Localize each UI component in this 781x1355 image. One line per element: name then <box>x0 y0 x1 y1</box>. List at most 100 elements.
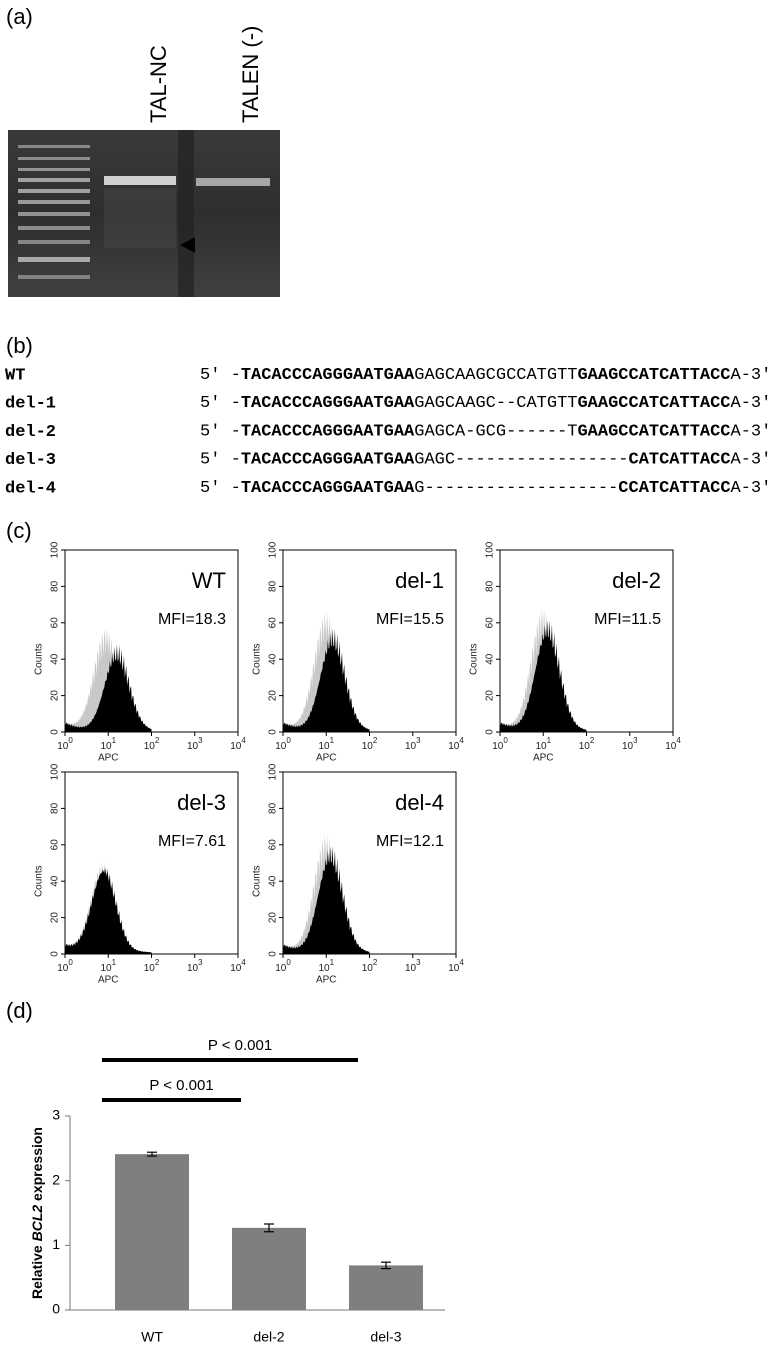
tick-base: 10 <box>187 741 199 752</box>
tick-base: 10 <box>187 963 199 974</box>
x-tick-label: 103 <box>405 958 421 974</box>
y-tick-label: 40 <box>50 875 61 887</box>
sample-histogram <box>65 867 152 954</box>
x-axis-label: APC <box>533 753 554 764</box>
sample-name: del-3 <box>177 790 226 815</box>
x-tick-label: del-2 <box>253 1329 284 1345</box>
x-tick-label: 102 <box>144 958 160 974</box>
tick-exp: 4 <box>459 958 464 967</box>
sequence: 5′ -TACACCCAGGGAATGAAGAGC---------------… <box>200 451 771 470</box>
tick-exp: 0 <box>68 958 73 967</box>
x-tick-label: 103 <box>405 736 421 752</box>
tick-exp: 0 <box>286 736 291 745</box>
x-tick-label: 102 <box>362 958 378 974</box>
tick-exp: 1 <box>547 736 552 745</box>
tick-base: 10 <box>405 963 417 974</box>
bar <box>232 1227 306 1310</box>
x-axis-label: APC <box>98 975 119 986</box>
bar <box>349 1265 423 1310</box>
sequence: 5′ -TACACCCAGGGAATGAAGAGCAAGCGCCATGTTGAA… <box>200 366 771 385</box>
y-tick-label: 40 <box>485 653 496 665</box>
tick-base: 10 <box>622 741 634 752</box>
tick-exp: 1 <box>112 958 117 967</box>
significance-label: P < 0.001 <box>208 1037 272 1054</box>
y-tick-label: 100 <box>50 541 61 558</box>
y-tick-label: 0 <box>268 951 279 957</box>
y-tick-label: 40 <box>268 653 279 665</box>
sequence-name: del-1 <box>5 395 56 414</box>
sequence-segment: A-3′ <box>731 423 772 442</box>
x-tick-label: 100 <box>57 736 73 752</box>
mfi-label: MFI=11.5 <box>594 611 661 628</box>
x-tick-label: 102 <box>579 736 595 752</box>
sequence-segment: TACACCCAGGGAATGAA <box>241 395 415 414</box>
x-tick-label: 101 <box>318 958 334 974</box>
sequence-segment: 5′ - <box>200 423 241 442</box>
sample-histogram <box>283 628 370 732</box>
x-tick-label: 102 <box>144 736 160 752</box>
y-axis-label: Counts <box>34 865 45 897</box>
mfi-label: MFI=7.61 <box>158 833 226 850</box>
y-tick-label: 0 <box>50 729 61 735</box>
sequence-segment: A-3′ <box>731 395 772 414</box>
tick-exp: 3 <box>416 736 421 745</box>
y-tick-label: 60 <box>268 617 279 629</box>
y-tick-label: 80 <box>50 802 61 814</box>
sequence-segment: 5′ - <box>200 366 241 385</box>
y-tick-label: 60 <box>50 839 61 851</box>
x-tick-label: 104 <box>230 958 246 974</box>
significance-label: P < 0.001 <box>149 1077 213 1094</box>
y-tick-label: 0 <box>485 729 496 735</box>
y-label-part: BCL2 <box>29 1205 45 1242</box>
y-tick-label: 80 <box>268 802 279 814</box>
tick-exp: 0 <box>68 736 73 745</box>
tick-exp: 2 <box>373 736 378 745</box>
sequence-segment: GAGC----------------- <box>414 451 628 470</box>
tick-base: 10 <box>318 963 330 974</box>
sequence-segment: GAAGCCATCATTACC <box>577 366 730 385</box>
x-tick-label: 101 <box>100 736 116 752</box>
y-label-part: Relative <box>29 1241 45 1299</box>
x-tick-label: 104 <box>665 736 681 752</box>
tick-exp: 0 <box>286 958 291 967</box>
sequence: 5′ -TACACCCAGGGAATGAAGAGCAAGC--CATGTTGAA… <box>200 395 771 414</box>
lane-label: TAL-NC <box>146 45 171 123</box>
y-axis-label: Counts <box>252 643 263 675</box>
x-tick-label: 100 <box>492 736 508 752</box>
x-tick-label: 100 <box>57 958 73 974</box>
tick-base: 10 <box>275 963 287 974</box>
sequence-segment: GAGCA-GCG------T <box>414 423 577 442</box>
tick-base: 10 <box>448 963 460 974</box>
panel-label: (c) <box>6 518 32 543</box>
panel-label: (a) <box>6 4 33 29</box>
tick-exp: 2 <box>373 958 378 967</box>
sequence-segment: TACACCCAGGGAATGAA <box>241 479 415 498</box>
y-tick-label: 20 <box>485 690 496 702</box>
sample-histogram <box>283 846 370 954</box>
sequence-name: del-4 <box>5 479 56 498</box>
tick-base: 10 <box>57 741 69 752</box>
mfi-label: MFI=12.1 <box>376 833 444 850</box>
tick-exp: 2 <box>155 736 160 745</box>
y-tick-label: 100 <box>485 541 496 558</box>
sample-name: del-2 <box>612 568 661 593</box>
sample-histogram <box>65 644 152 732</box>
y-tick-label: 80 <box>485 580 496 592</box>
x-tick-label: del-3 <box>370 1329 401 1345</box>
sequence: 5′ -TACACCCAGGGAATGAAG------------------… <box>200 479 771 498</box>
sequence-segment: G------------------- <box>414 479 618 498</box>
lane-label: TALEN (-) <box>238 26 263 123</box>
x-tick-label: 100 <box>275 958 291 974</box>
y-tick-label: 60 <box>50 617 61 629</box>
tick-base: 10 <box>230 963 242 974</box>
tick-exp: 1 <box>330 736 335 745</box>
x-axis-label: APC <box>316 753 337 764</box>
sequence-segment: CATCATTACC <box>629 451 731 470</box>
x-tick-label: 103 <box>187 958 203 974</box>
x-tick-label: 104 <box>448 958 464 974</box>
tick-base: 10 <box>665 741 677 752</box>
y-tick-label: 20 <box>268 690 279 702</box>
sample-name: del-1 <box>395 568 444 593</box>
